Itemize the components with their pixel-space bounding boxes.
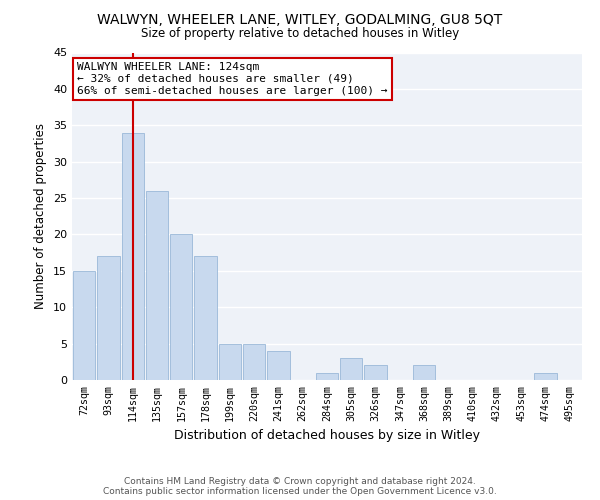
Bar: [316, 372, 338, 380]
Bar: [218, 344, 241, 380]
X-axis label: Distribution of detached houses by size in Witley: Distribution of detached houses by size …: [174, 429, 480, 442]
Bar: [243, 344, 265, 380]
Bar: [97, 256, 119, 380]
Bar: [364, 366, 387, 380]
Text: WALWYN, WHEELER LANE, WITLEY, GODALMING, GU8 5QT: WALWYN, WHEELER LANE, WITLEY, GODALMING,…: [97, 12, 503, 26]
Bar: [535, 372, 557, 380]
Bar: [170, 234, 193, 380]
Bar: [73, 271, 95, 380]
Bar: [146, 191, 168, 380]
Bar: [122, 132, 144, 380]
Bar: [194, 256, 217, 380]
Text: Contains HM Land Registry data © Crown copyright and database right 2024.
Contai: Contains HM Land Registry data © Crown c…: [103, 476, 497, 496]
Bar: [413, 366, 436, 380]
Y-axis label: Number of detached properties: Number of detached properties: [34, 123, 47, 309]
Bar: [267, 351, 290, 380]
Text: WALWYN WHEELER LANE: 124sqm
← 32% of detached houses are smaller (49)
66% of sem: WALWYN WHEELER LANE: 124sqm ← 32% of det…: [77, 62, 388, 96]
Bar: [340, 358, 362, 380]
Text: Size of property relative to detached houses in Witley: Size of property relative to detached ho…: [141, 28, 459, 40]
